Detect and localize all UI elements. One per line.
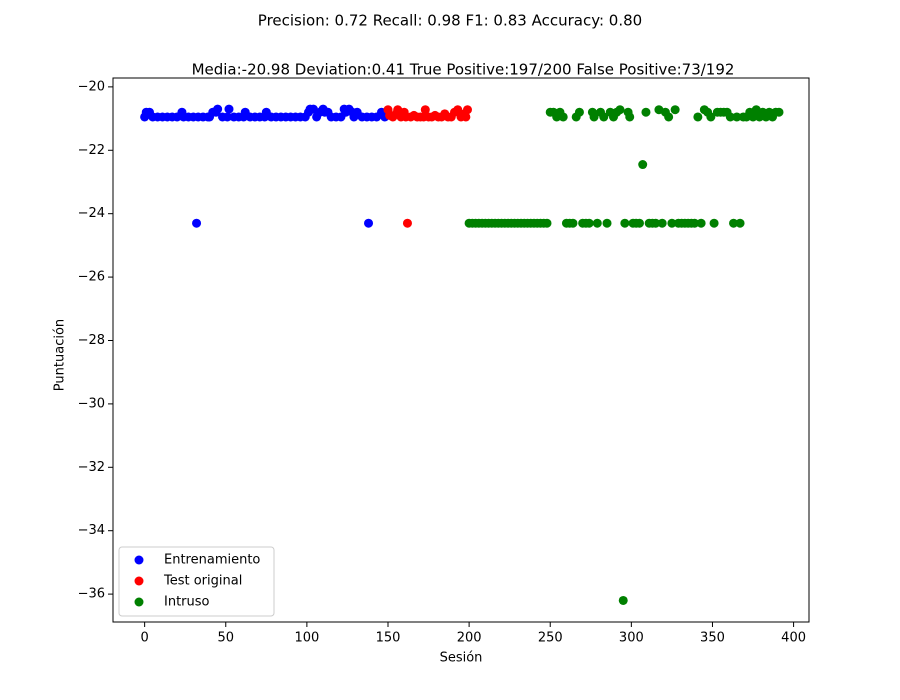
point: [192, 218, 202, 228]
x-tick-label: 350: [700, 631, 725, 646]
legend-label: Entrenamiento: [164, 553, 260, 568]
legend-label: Test original: [163, 574, 242, 589]
y-tick-label: −36: [78, 587, 105, 602]
point: [420, 105, 430, 115]
point: [667, 218, 677, 228]
y-tick-label: −28: [78, 333, 105, 348]
point: [558, 112, 568, 122]
point: [402, 218, 412, 228]
x-tick-label: 200: [457, 631, 482, 646]
legend-label: Intruso: [164, 595, 210, 610]
plot-frame: [112, 77, 810, 623]
point: [657, 218, 667, 228]
suptitle: Precision: 0.72 Recall: 0.98 F1: 0.83 Ac…: [258, 12, 642, 30]
point: [589, 112, 599, 122]
legend-marker: [134, 555, 144, 565]
x-tick-label: 50: [217, 631, 234, 646]
x-tick-label: 150: [376, 631, 401, 646]
point: [222, 112, 232, 122]
point: [735, 218, 745, 228]
x-axis-label: Sesión: [440, 651, 483, 666]
point: [574, 107, 584, 117]
point: [462, 105, 472, 115]
y-tick-label: −20: [78, 79, 105, 94]
point: [584, 218, 594, 228]
x-tick-label: 300: [619, 631, 644, 646]
y-tick-label: −26: [78, 270, 105, 285]
y-tick-label: −22: [78, 143, 105, 158]
point: [461, 112, 471, 122]
legend-marker: [134, 576, 144, 586]
y-tick-label: −30: [78, 396, 105, 411]
y-axis-label: Puntuación: [53, 319, 68, 391]
point: [670, 105, 680, 115]
point: [453, 105, 463, 115]
point: [696, 218, 706, 228]
point: [615, 105, 625, 115]
legend-marker: [134, 597, 144, 607]
point: [748, 112, 758, 122]
point: [638, 160, 648, 170]
point: [213, 104, 223, 114]
point: [634, 218, 644, 228]
point: [599, 112, 609, 122]
y-tick-label: −34: [78, 523, 105, 538]
chart-title: Media:-20.98 Deviation:0.41 True Positiv…: [192, 61, 735, 79]
point: [651, 218, 661, 228]
point: [618, 595, 628, 605]
point: [224, 104, 234, 114]
point: [542, 218, 552, 228]
legend-box: [118, 546, 275, 617]
point: [693, 112, 703, 122]
point: [690, 218, 700, 228]
point: [602, 218, 612, 228]
x-tick-label: 400: [781, 631, 806, 646]
y-tick-label: −32: [78, 460, 105, 475]
point: [625, 112, 635, 122]
point: [620, 218, 630, 228]
x-tick-label: 250: [538, 631, 563, 646]
point: [774, 107, 784, 117]
point: [664, 112, 674, 122]
point: [706, 112, 716, 122]
x-tick-label: 0: [140, 631, 148, 646]
point: [592, 218, 602, 228]
point: [725, 112, 735, 122]
point: [364, 218, 374, 228]
x-tick-label: 100: [294, 631, 319, 646]
point: [568, 218, 578, 228]
point: [729, 218, 739, 228]
point: [732, 112, 742, 122]
point: [709, 218, 719, 228]
y-tick-label: −24: [78, 206, 105, 221]
point: [641, 107, 651, 117]
